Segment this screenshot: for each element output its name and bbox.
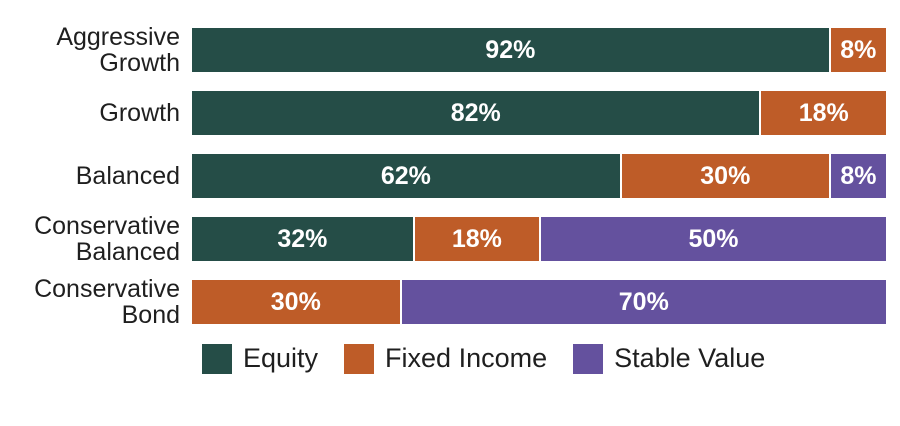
value-label: 30% xyxy=(700,161,751,190)
chart-rows: Aggressive Growth 92% 8% Growth 82% 18% Balanc… xyxy=(0,24,886,328)
value-label: 8% xyxy=(840,161,877,190)
legend-label: Stable Value xyxy=(614,343,766,373)
value-label: 50% xyxy=(688,224,739,253)
bar-segment-fixed-income: 8% xyxy=(830,28,886,72)
bar-segment-fixed-income: 18% xyxy=(414,217,541,261)
bar-segment-fixed-income: 18% xyxy=(761,91,886,135)
value-label: 70% xyxy=(618,287,669,316)
legend-swatch-stable-value xyxy=(573,343,604,374)
legend-label: Equity xyxy=(243,343,319,373)
legend: Equity Fixed Income Stable Value xyxy=(202,343,886,374)
stacked-bar: 82% 18% xyxy=(192,91,886,135)
value-label: 32% xyxy=(277,224,328,253)
value-label: 18% xyxy=(798,98,849,127)
bar-segment-stable-value: 50% xyxy=(541,217,886,261)
category-label: Balanced xyxy=(75,161,180,190)
bar-segment-equity: 32% xyxy=(192,217,415,261)
chart-row-balanced: Balanced 62% 30% 8% xyxy=(0,154,886,198)
value-label: 8% xyxy=(840,35,877,64)
legend-swatch-fixed-income xyxy=(344,343,375,374)
value-label: 92% xyxy=(485,35,536,64)
value-label: 82% xyxy=(450,98,501,127)
stacked-bar: 30% 70% xyxy=(192,280,886,324)
bar-segment-stable-value: 8% xyxy=(830,154,886,198)
value-label: 30% xyxy=(270,287,321,316)
category-label: Aggressive Growth xyxy=(56,22,180,77)
category-label: Conservative Bond xyxy=(34,274,180,329)
chart-row-conservative-bond: Conservative Bond 30% 70% xyxy=(0,276,886,328)
legend-item-stable-value: Stable Value xyxy=(573,343,765,374)
category-label: Growth xyxy=(99,98,180,127)
value-label: 62% xyxy=(380,161,431,190)
stacked-bar: 62% 30% 8% xyxy=(192,154,886,198)
bar-segment-stable-value: 70% xyxy=(401,280,886,324)
bar-segment-equity: 82% xyxy=(192,91,762,135)
bar-segment-fixed-income: 30% xyxy=(621,154,831,198)
bar-segment-fixed-income: 30% xyxy=(192,280,402,324)
chart-row-growth: Growth 82% 18% xyxy=(0,91,886,135)
stacked-bar: 92% 8% xyxy=(192,28,886,72)
legend-label: Fixed Income xyxy=(385,343,548,373)
bar-segment-equity: 62% xyxy=(192,154,622,198)
value-label: 18% xyxy=(451,224,502,253)
chart-row-aggressive-growth: Aggressive Growth 92% 8% xyxy=(0,24,886,76)
category-label: Conservative Balanced xyxy=(34,211,180,266)
stacked-bar: 32% 18% 50% xyxy=(192,217,886,261)
chart-row-conservative-balanced: Conservative Balanced 32% 18% 50% xyxy=(0,213,886,265)
legend-item-fixed-income: Fixed Income xyxy=(344,343,547,374)
legend-item-equity: Equity xyxy=(202,343,318,374)
legend-swatch-equity xyxy=(202,343,232,374)
bar-segment-equity: 92% xyxy=(192,28,831,72)
